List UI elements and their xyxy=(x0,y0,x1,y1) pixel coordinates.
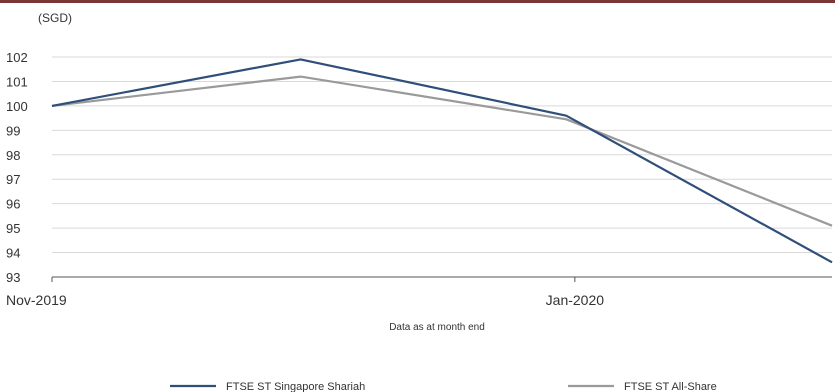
legend-label: FTSE ST Singapore Shariah xyxy=(226,381,365,392)
x-tick-label: Jan-2020 xyxy=(546,292,605,308)
series-lines xyxy=(51,58,833,264)
y-tick-label: 94 xyxy=(6,246,20,261)
legend-label: FTSE ST All-Share xyxy=(624,381,717,392)
series-line xyxy=(51,75,833,227)
top-rule xyxy=(0,0,835,3)
x-tick-label: Nov-2019 xyxy=(6,292,67,308)
unit-label: (SGD) xyxy=(38,11,72,25)
y-tick-label: 102 xyxy=(6,50,28,65)
y-tick-label: 100 xyxy=(6,99,28,114)
y-tick-label: 93 xyxy=(6,270,20,285)
y-tick-label: 96 xyxy=(6,197,20,212)
x-axis-label: Data as at month end xyxy=(389,322,485,333)
legend: FTSE ST Singapore Shariah FTSE ST All-Sha… xyxy=(170,381,717,392)
series-line xyxy=(51,58,833,264)
x-axis: Nov-2019 Jan-2020 xyxy=(6,277,604,308)
y-axis: 93 94 95 96 97 98 99 100 101 102 xyxy=(6,50,28,285)
grid-lines xyxy=(52,56,832,254)
y-tick-label: 98 xyxy=(6,148,20,163)
y-tick-label: 95 xyxy=(6,221,20,236)
y-tick-label: 99 xyxy=(6,123,20,138)
y-tick-label: 97 xyxy=(6,172,20,187)
y-tick-label: 101 xyxy=(6,74,28,89)
